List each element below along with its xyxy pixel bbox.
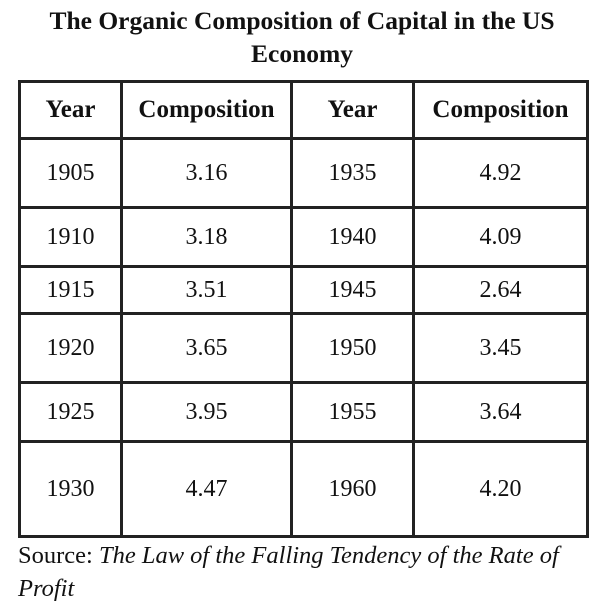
table-row: 1930 4.47 1960 4.20 [18, 440, 589, 538]
year-cell: 1955 [290, 381, 415, 443]
header-row: Year Composition Year Composition [18, 80, 589, 140]
table-row: 1925 3.95 1955 3.64 [18, 381, 589, 443]
table-row: 1915 3.51 1945 2.64 [18, 265, 589, 315]
year-cell: 1935 [290, 137, 415, 209]
composition-cell: 2.64 [412, 265, 589, 315]
composition-cell: 4.92 [412, 137, 589, 209]
year-cell: 1910 [18, 206, 123, 268]
year-cell: 1930 [18, 440, 123, 538]
composition-cell: 3.64 [412, 381, 589, 443]
column-header-composition: Composition [120, 80, 293, 140]
composition-cell: 3.65 [120, 312, 293, 384]
year-cell: 1940 [290, 206, 415, 268]
source-work-title: The Law of the Falling Tendency of the R… [18, 542, 559, 602]
composition-cell: 3.51 [120, 265, 293, 315]
year-cell: 1905 [18, 137, 123, 209]
year-cell: 1960 [290, 440, 415, 538]
composition-cell: 4.47 [120, 440, 293, 538]
composition-cell: 3.95 [120, 381, 293, 443]
year-cell: 1945 [290, 265, 415, 315]
table-row: 1920 3.65 1950 3.45 [18, 312, 589, 384]
composition-cell: 3.18 [120, 206, 293, 268]
table-title: The Organic Composition of Capital in th… [49, 6, 555, 68]
table-row: 1910 3.18 1940 4.09 [18, 206, 589, 268]
composition-cell: 3.16 [120, 137, 293, 209]
table-row: 1905 3.16 1935 4.92 [18, 137, 589, 209]
composition-cell: 3.45 [412, 312, 589, 384]
year-cell: 1920 [18, 312, 123, 384]
composition-table: Year Composition Year Composition 1905 3… [18, 80, 589, 538]
source-note: Source: The Law of the Falling Tendency … [18, 539, 598, 605]
column-header-composition: Composition [412, 80, 589, 140]
year-cell: 1925 [18, 381, 123, 443]
column-header-year: Year [290, 80, 415, 140]
composition-cell: 4.09 [412, 206, 589, 268]
column-header-year: Year [18, 80, 123, 140]
year-cell: 1950 [290, 312, 415, 384]
source-prefix: Source: [18, 542, 99, 569]
year-cell: 1915 [18, 265, 123, 315]
composition-cell: 4.20 [412, 440, 589, 538]
